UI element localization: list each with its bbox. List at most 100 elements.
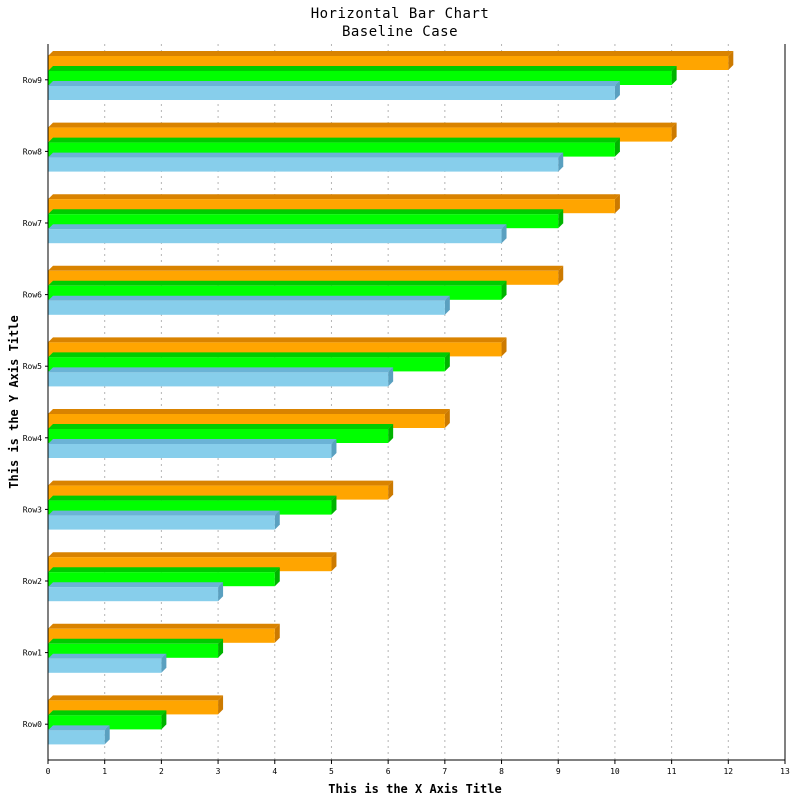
x-tick-label: 10 [610, 767, 620, 776]
bar-side [331, 495, 337, 515]
bar-side [444, 352, 450, 372]
y-tick-label: Row6 [23, 291, 42, 300]
bar-side [388, 367, 394, 387]
bar-top [48, 552, 337, 558]
bar-top [48, 567, 280, 573]
bar-side [614, 194, 620, 214]
bar-side [501, 224, 507, 244]
bar-top [48, 152, 564, 158]
y-tick-label: Row0 [23, 720, 42, 729]
bar-top [48, 695, 224, 701]
bar-top [48, 424, 394, 429]
bar-side [614, 81, 620, 100]
bar-side [444, 409, 450, 428]
bar-top [48, 51, 734, 56]
x-tick-label: 1 [102, 767, 107, 776]
bar-side [331, 552, 337, 572]
bar [48, 229, 502, 244]
bar-side [671, 66, 677, 85]
x-tick-label: 0 [46, 767, 51, 776]
bar-top [48, 81, 620, 86]
x-tick-label: 11 [667, 767, 677, 776]
bar-side [331, 439, 337, 458]
x-tick-label: 8 [499, 767, 504, 776]
y-axis-title: This is the Y Axis Title [7, 315, 21, 489]
bar [48, 515, 275, 530]
bar-side [388, 480, 394, 500]
bar-top [48, 367, 394, 373]
y-tick-label: Row3 [23, 505, 42, 514]
bar-top [48, 137, 620, 143]
bar-top [48, 295, 450, 301]
bar [48, 444, 332, 458]
bar-top [48, 209, 564, 215]
x-tick-label: 3 [216, 767, 221, 776]
bar-side [501, 280, 507, 300]
y-tick-label: Row4 [23, 434, 42, 443]
bar-top [48, 122, 677, 128]
bar-top [48, 352, 450, 358]
bar [48, 157, 559, 172]
bar-side [218, 582, 224, 602]
x-tick-label: 4 [272, 767, 277, 776]
bar-top [48, 710, 167, 716]
bar-side [218, 695, 224, 715]
y-tick-label: Row5 [23, 362, 42, 371]
bar-side [671, 122, 677, 142]
bar [48, 372, 389, 387]
x-tick-label: 5 [329, 767, 334, 776]
bar-top [48, 495, 337, 501]
bar-side [218, 638, 224, 658]
bar-top [48, 409, 450, 414]
chart-title: Horizontal Bar Chart [310, 6, 490, 22]
x-tick-label: 9 [556, 767, 561, 776]
y-tick-label: Row8 [23, 147, 42, 156]
bar-side [614, 137, 620, 157]
bar-top [48, 66, 677, 71]
bar-side [501, 337, 507, 357]
bar [48, 658, 162, 673]
bar-top [48, 265, 564, 271]
bar-side [558, 209, 564, 229]
bar-top [48, 638, 224, 644]
x-tick-label: 12 [723, 767, 733, 776]
bar-top [48, 439, 337, 444]
y-tick-label: Row7 [23, 219, 42, 228]
bar-side [558, 152, 564, 172]
bar-top [48, 280, 507, 286]
bar-top [48, 480, 394, 486]
bar-top [48, 224, 507, 230]
chart-subtitle: Baseline Case [341, 24, 459, 40]
bar-side [104, 725, 110, 745]
bar-side [161, 653, 167, 673]
bar-top [48, 510, 280, 516]
x-tick-label: 6 [386, 767, 391, 776]
x-tick-label: 13 [780, 767, 790, 776]
y-tick-label: Row2 [23, 577, 42, 586]
bar [48, 730, 105, 745]
bar-top [48, 194, 620, 200]
bar-side [274, 623, 280, 643]
bar-side [161, 710, 167, 730]
y-tick-label: Row1 [23, 649, 42, 658]
bar [48, 300, 445, 315]
bar-side [728, 51, 734, 70]
x-tick-label: 7 [442, 767, 447, 776]
bar-side [274, 567, 280, 587]
bar [48, 86, 615, 100]
x-axis-title: This is the X Axis Title [328, 782, 502, 796]
bar-top [48, 337, 507, 343]
bar-top [48, 623, 280, 629]
y-tick-label: Row9 [23, 76, 42, 85]
bar [48, 587, 219, 602]
bar-side [558, 265, 564, 285]
bar-side [274, 510, 280, 530]
bar-top [48, 582, 224, 588]
bar-side [444, 295, 450, 315]
bar-top [48, 725, 110, 731]
bar-side [388, 424, 394, 443]
x-tick-label: 2 [159, 767, 164, 776]
bar-top [48, 653, 167, 659]
